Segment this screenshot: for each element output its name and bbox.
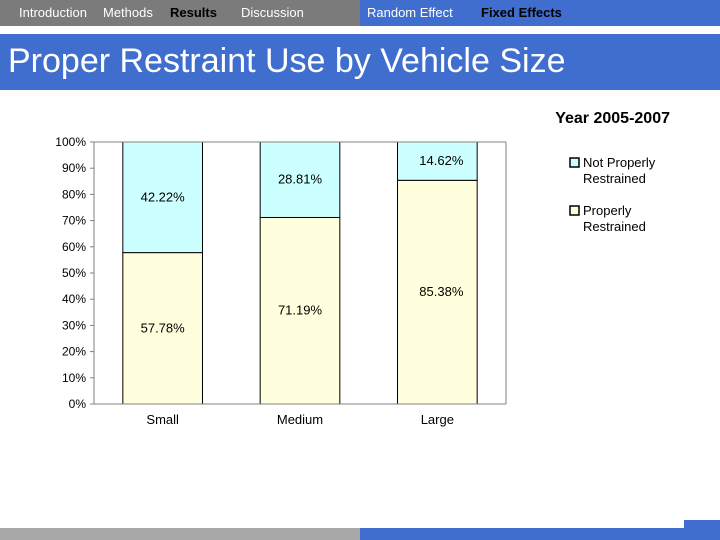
chart-title: Year 2005-2007 bbox=[555, 110, 670, 127]
nav-introduction[interactable]: Introduction bbox=[19, 5, 87, 20]
nav-bar-left bbox=[0, 0, 360, 26]
data-label: 85.38% bbox=[419, 284, 464, 299]
data-label: 28.81% bbox=[278, 172, 323, 187]
x-tick-label: Medium bbox=[277, 412, 323, 427]
data-label: 14.62% bbox=[419, 153, 464, 168]
nav-random-effect[interactable]: Random Effect bbox=[367, 5, 453, 20]
bar-medium-properly bbox=[259, 216, 341, 405]
nav-bar-right bbox=[360, 0, 720, 26]
title-bar: Proper Restraint Use by Vehicle Size bbox=[0, 34, 720, 90]
y-tick-label: 60% bbox=[62, 240, 86, 254]
y-tick-label: 50% bbox=[62, 266, 86, 280]
bar-large-properly bbox=[397, 179, 478, 405]
nav-methods[interactable]: Methods bbox=[103, 5, 153, 20]
bottom-stripe-right bbox=[360, 528, 720, 540]
legend-label: Not Properly Restrained bbox=[583, 155, 656, 186]
bottom-stripe-left bbox=[0, 528, 360, 540]
legend-swatch bbox=[569, 205, 580, 216]
y-tick-label: 20% bbox=[62, 345, 86, 359]
y-tick-label: 40% bbox=[62, 292, 86, 306]
legend-swatch bbox=[569, 157, 580, 168]
bar-small-not-properly bbox=[122, 141, 203, 254]
y-tick-label: 80% bbox=[62, 187, 86, 201]
data-label: 42.22% bbox=[141, 189, 186, 204]
y-tick-label: 70% bbox=[62, 214, 86, 228]
page-title: Proper Restraint Use by Vehicle Size bbox=[8, 42, 566, 80]
legend-label: Properly Restrained bbox=[583, 203, 646, 234]
bar-large-not-properly bbox=[397, 141, 478, 181]
x-tick-label: Large bbox=[421, 412, 454, 427]
y-tick-label: 10% bbox=[62, 371, 86, 385]
y-tick-label: 100% bbox=[55, 135, 86, 149]
y-tick-label: 90% bbox=[62, 161, 86, 175]
x-tick-label: Small bbox=[146, 412, 179, 427]
y-tick-label: 30% bbox=[62, 318, 86, 332]
y-tick-label: 0% bbox=[69, 397, 87, 411]
data-label: 71.19% bbox=[278, 303, 323, 318]
nav-results[interactable]: Results bbox=[170, 5, 217, 20]
bottom-notch bbox=[684, 520, 720, 528]
data-label: 57.78% bbox=[141, 320, 186, 335]
nav-discussion[interactable]: Discussion bbox=[241, 5, 304, 20]
nav-fixed-effects[interactable]: Fixed Effects bbox=[481, 5, 562, 20]
